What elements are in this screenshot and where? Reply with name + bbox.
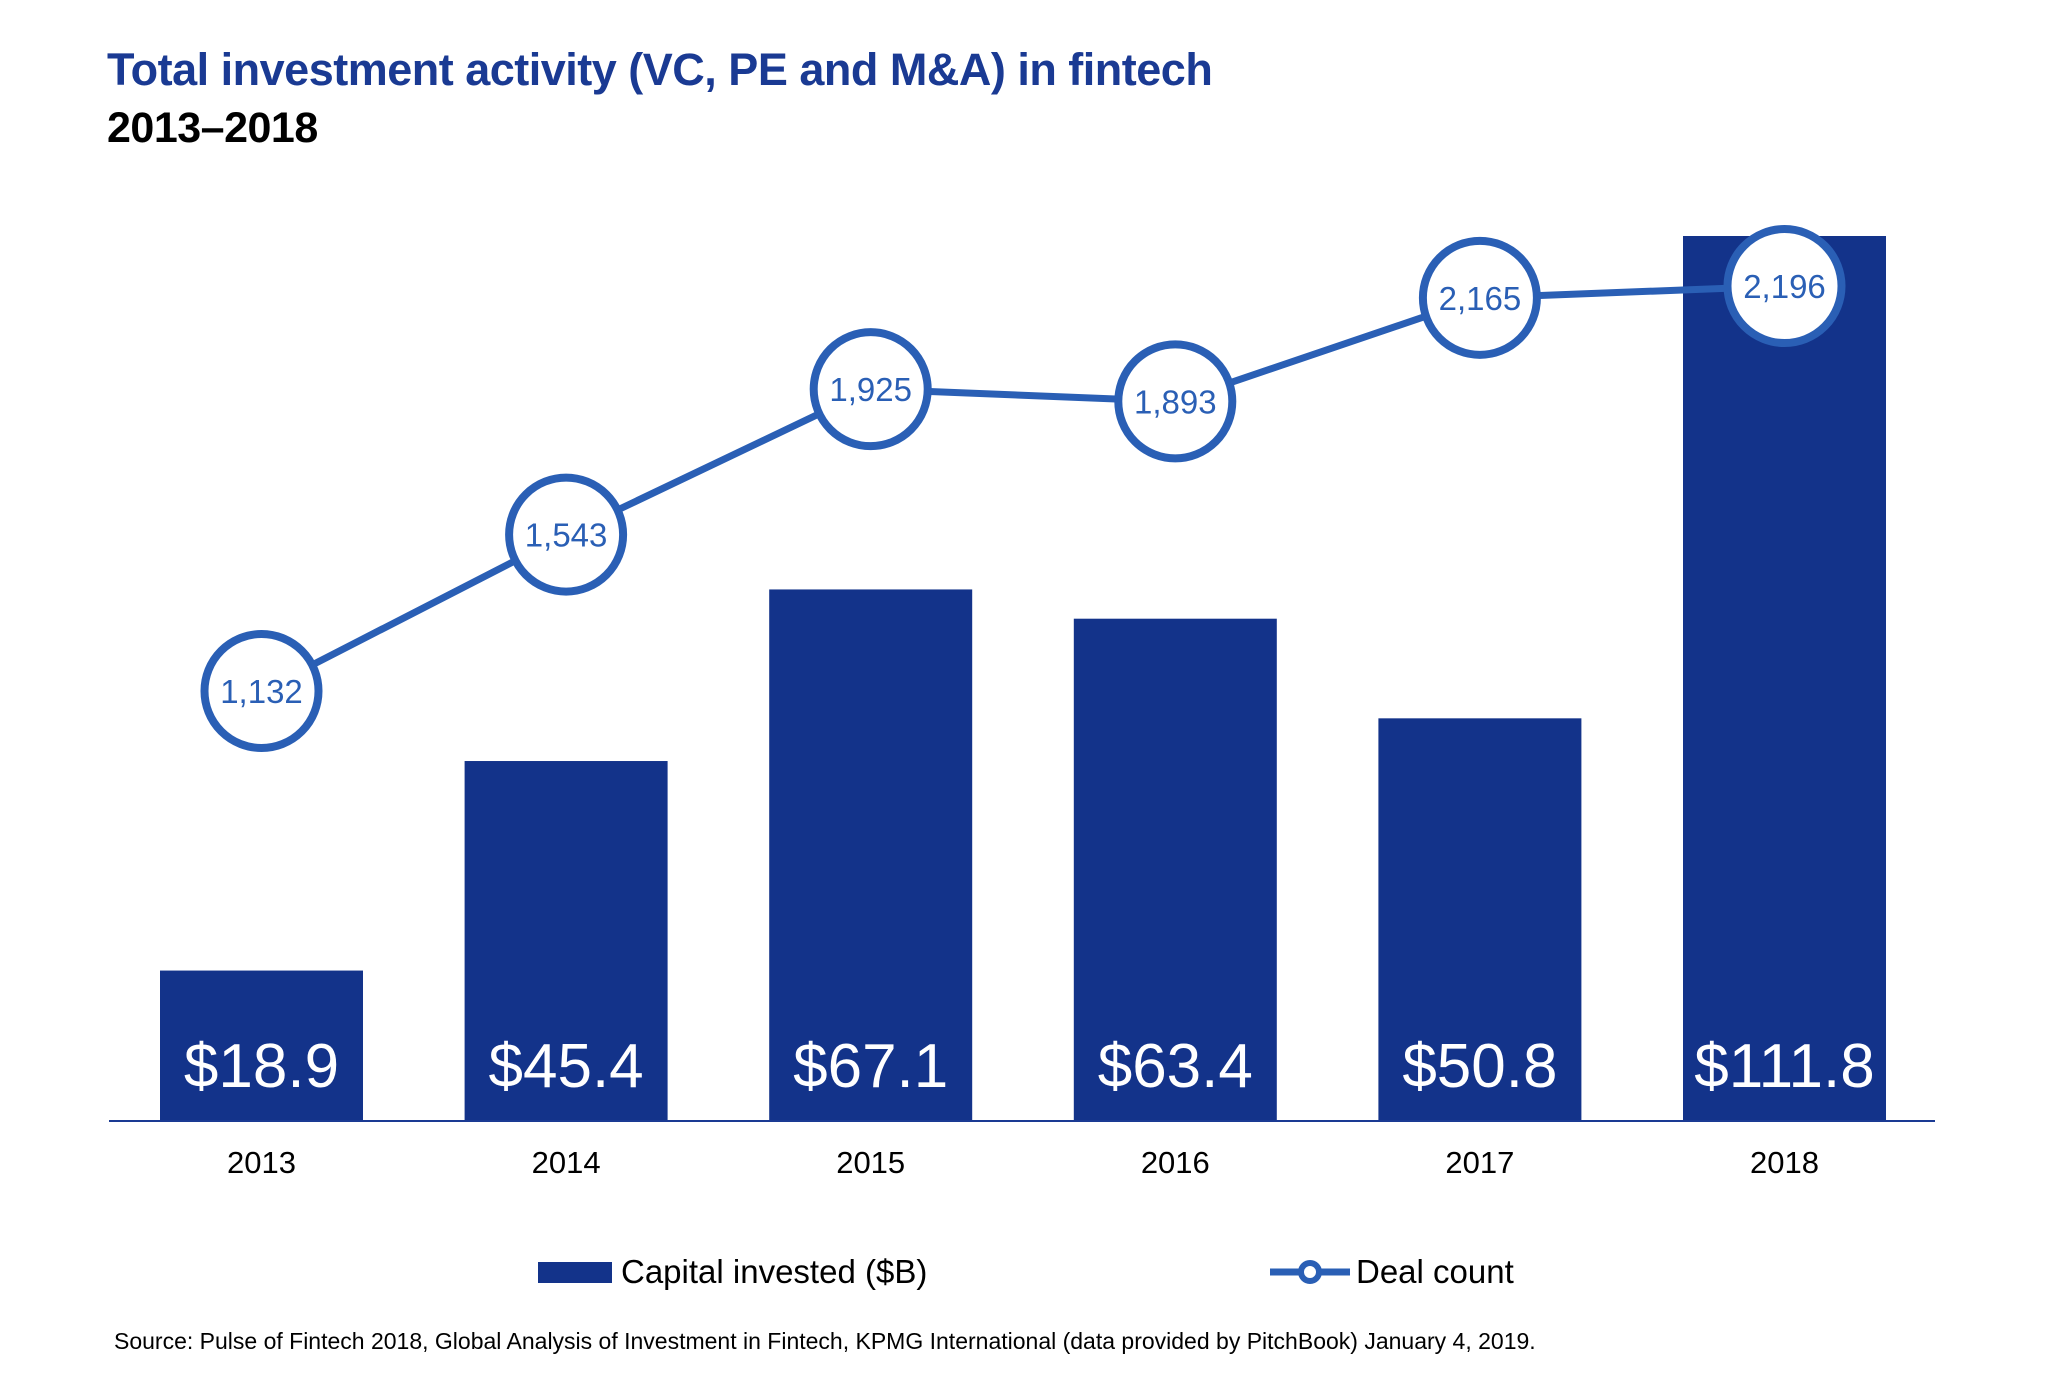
x-tick-label: 2018 — [1750, 1145, 1819, 1180]
x-tick-label: 2017 — [1445, 1145, 1514, 1180]
deal-count-label: 2,196 — [1743, 268, 1826, 305]
deal-count-marker-2015 — [809, 328, 932, 451]
deal-count-marker-2014 — [505, 473, 628, 596]
deal-count-line — [259, 282, 1785, 695]
bar-2018 — [1683, 236, 1886, 1120]
legend-line-marker-icon — [1270, 1260, 1350, 1284]
x-tick-label: 2014 — [532, 1145, 601, 1180]
legend-deal-count: Deal count — [1270, 1253, 1514, 1291]
bar-2013 — [160, 970, 363, 1120]
x-tick-label: 2013 — [227, 1145, 296, 1180]
legend-label: Capital invested ($B) — [621, 1253, 928, 1290]
bar-2014 — [464, 761, 668, 1120]
deal-count-marker-2013 — [200, 630, 323, 752]
source-note: Source: Pulse of Fintech 2018, Global An… — [114, 1328, 1536, 1354]
x-tick-label: 2015 — [836, 1145, 905, 1180]
chart-title: Total investment activity (VC, PE and M&… — [107, 44, 1213, 95]
deal-count-label: 2,165 — [1439, 280, 1522, 317]
bar-value-label: $63.4 — [1098, 1032, 1253, 1101]
bar-value-label: $111.8 — [1694, 1032, 1874, 1101]
x-tick-label: 2016 — [1141, 1145, 1210, 1180]
deal-count-label: 1,893 — [1134, 383, 1217, 420]
bar-value-label: $18.9 — [184, 1032, 339, 1101]
legend-capital-invested: Capital invested ($B) — [538, 1253, 927, 1291]
bar-2017 — [1378, 718, 1582, 1120]
deal-count-label: 1,543 — [525, 517, 608, 554]
bar-value-label: $50.8 — [1402, 1032, 1557, 1101]
deal-count-marker-2018 — [1723, 225, 1846, 348]
deal-count-label: 1,925 — [829, 371, 912, 408]
chart-subtitle: 2013–2018 — [107, 104, 318, 152]
deal-count-label: 1,132 — [220, 673, 303, 710]
deal-count-marker-2017 — [1418, 236, 1541, 359]
bar-value-label: $45.4 — [489, 1032, 644, 1101]
bar-2015 — [769, 589, 973, 1120]
legend-bar-swatch-icon — [538, 1261, 612, 1283]
deal-count-marker-2016 — [1114, 340, 1237, 463]
bar-value-label: $67.1 — [793, 1032, 948, 1101]
bar-2016 — [1073, 618, 1277, 1120]
legend-label: Deal count — [1356, 1253, 1514, 1290]
